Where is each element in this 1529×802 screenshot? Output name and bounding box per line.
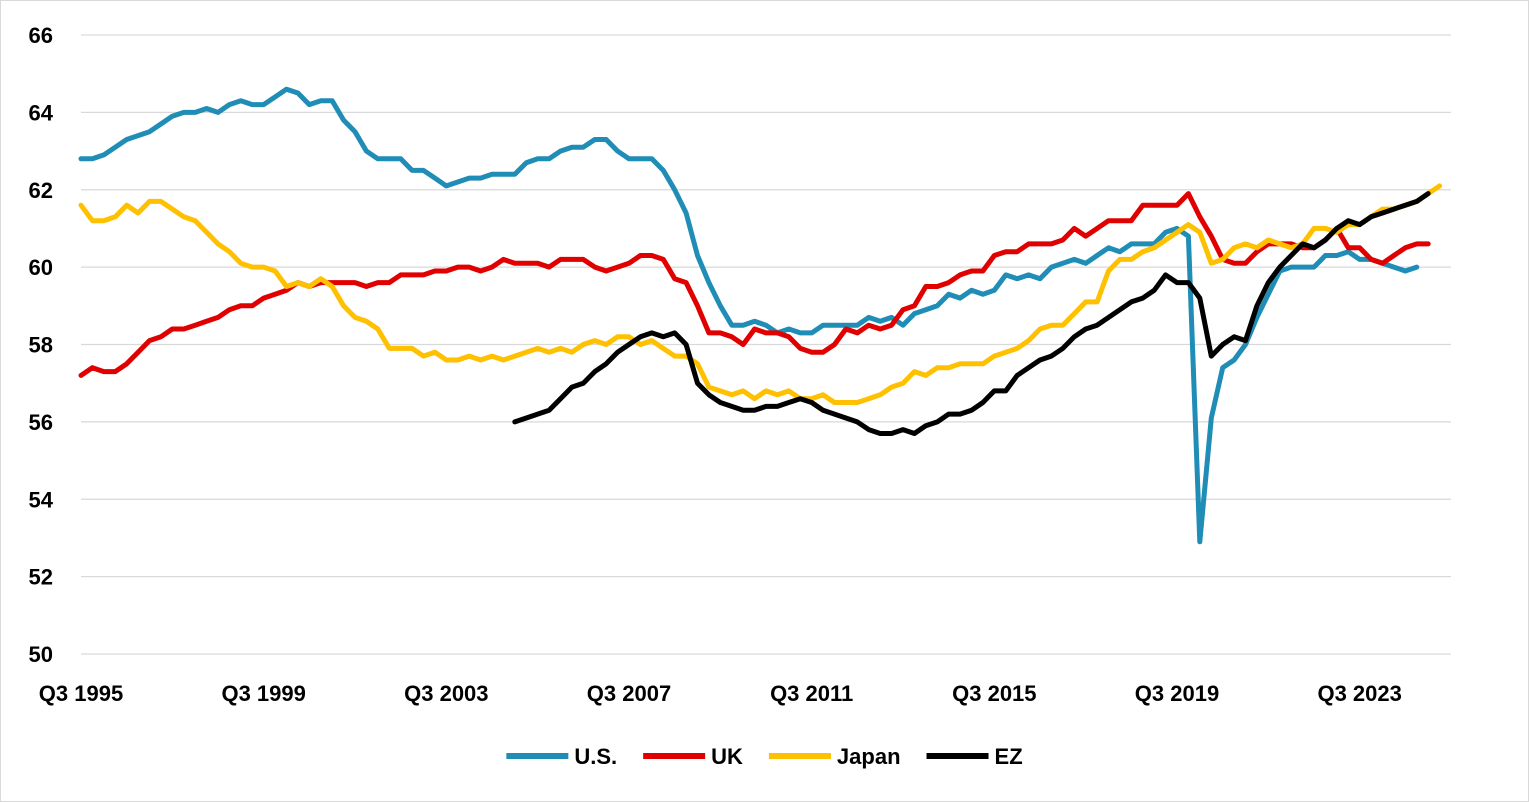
legend-label-0: U.S. — [574, 744, 617, 769]
x-tick-label: Q3 2019 — [1135, 681, 1219, 706]
y-tick-label: 52 — [29, 565, 53, 590]
x-tick-label: Q3 2003 — [404, 681, 488, 706]
series-lines — [78, 86, 1443, 545]
x-tick-label: Q3 1995 — [39, 681, 123, 706]
series-line-0 — [78, 86, 1420, 545]
y-tick-label: 64 — [29, 100, 54, 125]
legend: U.S. UK Japan EZ — [506, 744, 1023, 769]
y-tick-label: 60 — [29, 255, 53, 280]
x-axis: Q3 1995 Q3 1999 Q3 2003 Q3 2007 Q3 2011 Q3 20… — [39, 681, 1402, 706]
gridlines — [81, 34, 1451, 655]
legend-label-1: UK — [711, 744, 743, 769]
y-axis: 50 52 54 56 58 60 62 64 66 — [29, 23, 54, 667]
series-line-2 — [78, 183, 1443, 405]
y-tick-label: 62 — [29, 178, 53, 203]
legend-label-3: EZ — [995, 744, 1023, 769]
x-tick-label: Q3 1999 — [221, 681, 305, 706]
x-tick-label: Q3 2015 — [952, 681, 1036, 706]
y-tick-label: 56 — [29, 410, 53, 435]
x-tick-label: Q3 2007 — [587, 681, 671, 706]
x-tick-label: Q3 2023 — [1317, 681, 1401, 706]
legend-label-2: Japan — [837, 744, 901, 769]
y-tick-label: 66 — [29, 23, 53, 48]
y-tick-label: 58 — [29, 333, 53, 358]
y-tick-label: 54 — [29, 487, 54, 512]
y-tick-label: 50 — [29, 642, 53, 667]
x-tick-label: Q3 2011 — [770, 681, 853, 706]
series-line-3 — [512, 191, 1431, 436]
